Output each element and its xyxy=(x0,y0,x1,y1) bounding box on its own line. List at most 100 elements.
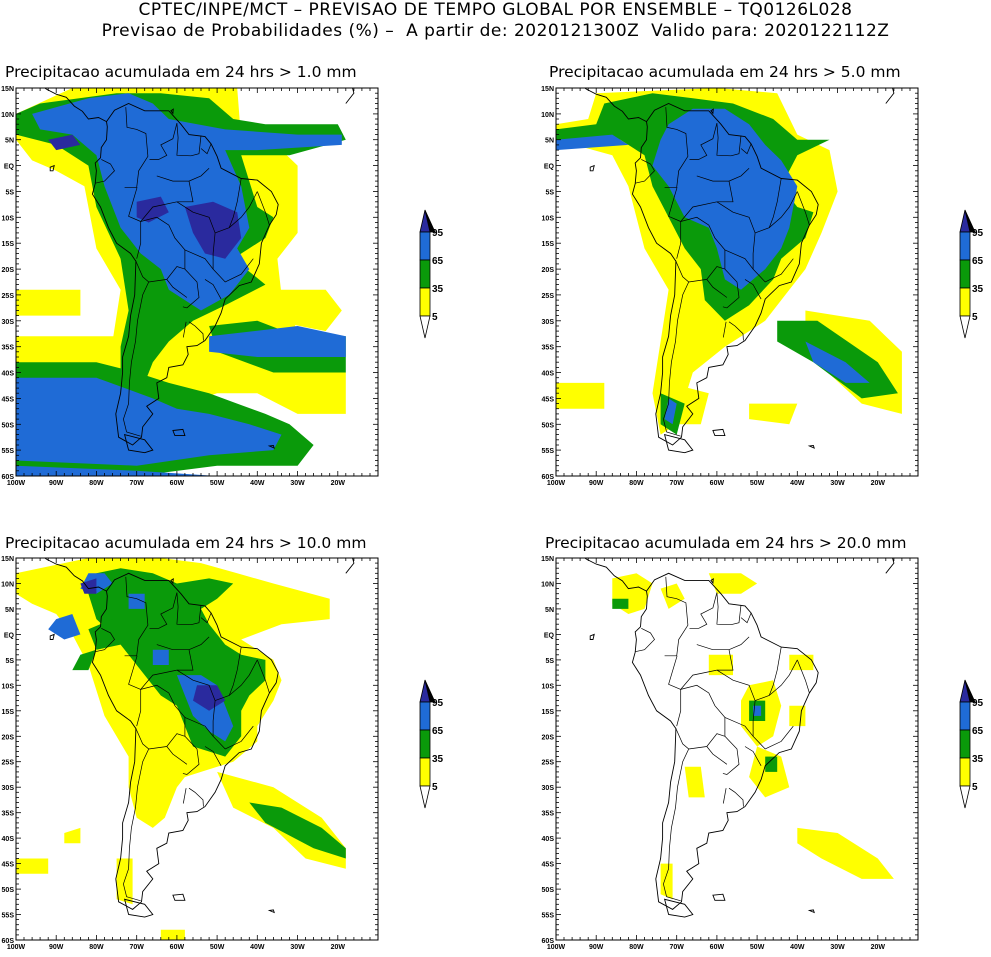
country-border xyxy=(730,135,742,157)
galapagos xyxy=(49,633,55,640)
probability-area-high xyxy=(664,398,677,425)
country-border xyxy=(728,787,744,807)
country-border xyxy=(200,612,212,624)
country-border xyxy=(204,279,222,300)
legend-swatch-bottom xyxy=(959,785,971,809)
tierra-del-fuego xyxy=(663,433,694,454)
probability-area-high xyxy=(152,649,169,665)
legend-level-label: 65 xyxy=(972,726,984,737)
lat-tick-label: 55S xyxy=(542,913,555,920)
lat-tick-label: 5S xyxy=(5,189,14,196)
country-border xyxy=(228,647,242,696)
country-border xyxy=(184,717,254,750)
lon-tick-label: 100W xyxy=(547,480,566,487)
legend-swatch-mid xyxy=(959,259,971,289)
country-border xyxy=(188,787,204,807)
lat-tick-label: 45S xyxy=(542,396,555,403)
legend-level-label: 35 xyxy=(432,284,444,295)
probability-field xyxy=(612,573,894,900)
lon-tick-label: 30W xyxy=(830,480,845,487)
lat-tick-label: 15S xyxy=(2,241,15,248)
lat-tick-label: 40S xyxy=(2,371,15,378)
country-border xyxy=(124,576,149,657)
lon-tick-label: 90W xyxy=(589,944,604,951)
map-frame xyxy=(555,557,919,941)
lat-tick-label: 20S xyxy=(542,734,555,741)
axis-ticks xyxy=(555,87,919,477)
lat-tick-label: EQ xyxy=(544,632,555,639)
country-border xyxy=(256,659,270,694)
country-border xyxy=(689,592,718,629)
country-border xyxy=(688,266,726,283)
country-border xyxy=(740,143,752,155)
legend-level-label: 5 xyxy=(432,312,438,323)
lat-tick-label: 45S xyxy=(2,396,15,403)
lat-tick-label: 15N xyxy=(1,86,14,93)
country-border xyxy=(228,178,242,228)
legend-swatch-low xyxy=(419,757,431,787)
country-border xyxy=(166,279,188,298)
lon-tick-label: 30W xyxy=(830,944,845,951)
probability-area-mid xyxy=(249,802,346,859)
africa-coastline xyxy=(885,558,895,574)
lon-tick-label: 100W xyxy=(7,944,26,951)
country-border xyxy=(148,266,186,283)
country-border xyxy=(214,659,258,701)
country-border xyxy=(190,135,202,157)
country-border xyxy=(663,260,690,437)
country-border xyxy=(176,649,194,671)
legend-level-label: 5 xyxy=(432,782,438,793)
country-border xyxy=(696,167,750,182)
legend-level-label: 5 xyxy=(972,312,978,323)
probability-area-low xyxy=(64,827,81,844)
country-border xyxy=(182,268,200,309)
country-border xyxy=(768,647,782,696)
south-america-coastline xyxy=(91,572,279,910)
tierra-del-fuego xyxy=(663,898,694,918)
legend-swatch-high xyxy=(959,701,971,731)
lat-tick-label: 30S xyxy=(542,785,555,792)
lat-tick-label: 60S xyxy=(2,474,15,481)
lat-tick-label: EQ xyxy=(4,164,15,171)
coastlines xyxy=(584,88,895,454)
falklands xyxy=(712,428,726,437)
lat-tick-label: 15N xyxy=(1,556,14,563)
lat-tick-label: 15N xyxy=(541,556,554,563)
probability-area-low xyxy=(749,403,798,425)
country-border xyxy=(722,788,727,804)
lat-tick-label: 5S xyxy=(545,658,554,665)
lat-tick-label: 40S xyxy=(542,836,555,843)
country-border xyxy=(796,191,810,226)
legend-level-label: 35 xyxy=(972,284,984,295)
lat-tick-label: 60S xyxy=(2,938,15,945)
probability-area-high xyxy=(805,341,870,383)
country-border xyxy=(724,717,794,750)
probability-area-top xyxy=(184,201,242,259)
country-border xyxy=(128,187,141,222)
figure-subtitle: Previsao de Probabilidades (%) – A parti… xyxy=(101,21,890,41)
probability-area-high xyxy=(209,326,346,357)
legend-swatch-bottom xyxy=(419,315,431,339)
lon-tick-label: 80W xyxy=(629,480,644,487)
axis-ticks xyxy=(15,87,379,477)
country-border xyxy=(706,279,728,298)
country-border xyxy=(722,268,740,309)
lon-tick-label: 100W xyxy=(547,944,566,951)
country-border xyxy=(166,746,188,765)
lat-tick-label: 35S xyxy=(542,345,555,352)
country-border xyxy=(182,788,187,804)
probability-area-low xyxy=(16,858,49,874)
legend-level-label: 95 xyxy=(972,228,984,239)
tierra-del-fuego xyxy=(123,433,154,454)
legend-level-label: 95 xyxy=(432,698,444,709)
africa-coastline xyxy=(345,88,355,104)
legend-swatch-high xyxy=(419,701,431,731)
lat-tick-label: 50S xyxy=(542,887,555,894)
lon-tick-label: 50W xyxy=(750,480,765,487)
probability-area-low xyxy=(797,827,894,879)
lat-tick-label: 10S xyxy=(2,215,15,222)
lat-tick-label: 20S xyxy=(2,267,15,274)
lon-tick-label: 70W xyxy=(129,480,144,487)
lat-tick-label: 15S xyxy=(542,709,555,716)
probability-area-low xyxy=(257,289,342,332)
